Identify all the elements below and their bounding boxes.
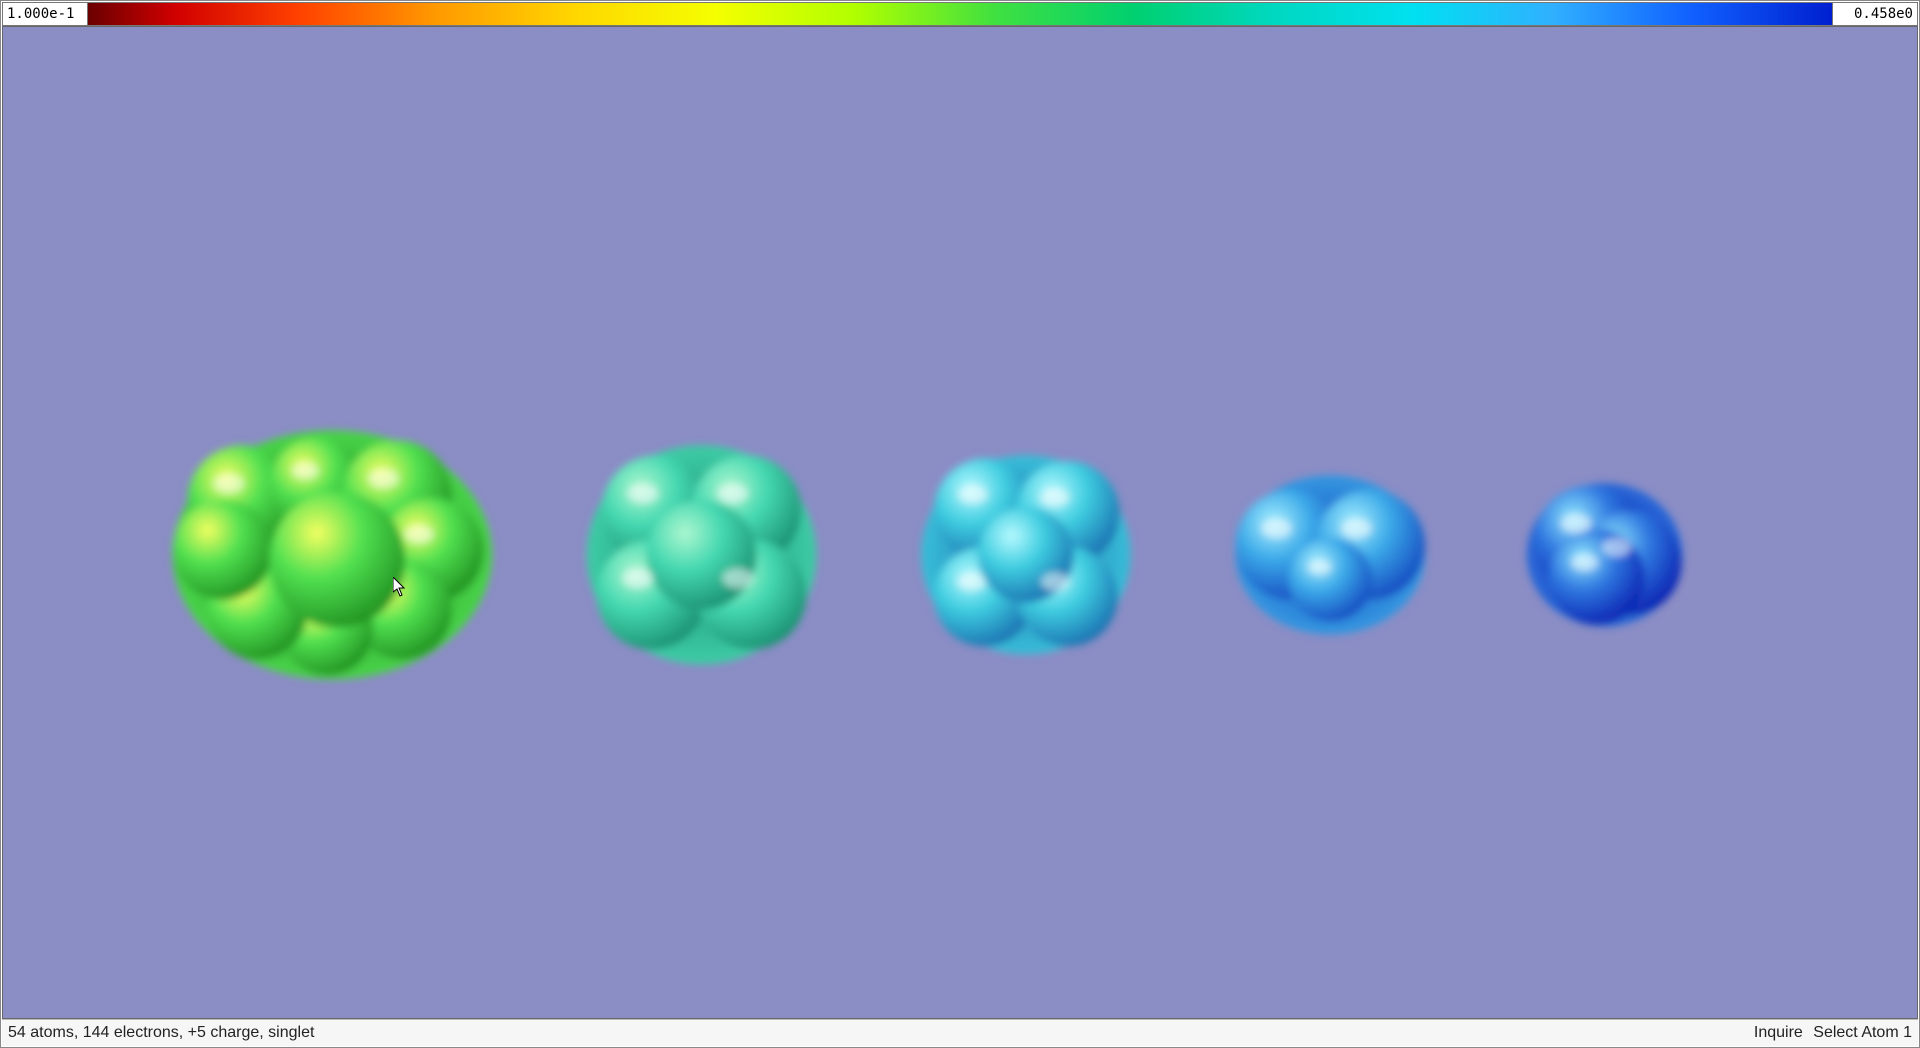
scale-max-input[interactable] — [1832, 2, 1918, 26]
color-gradient[interactable] — [88, 2, 1832, 26]
status-hint: Select Atom 1 — [1813, 1024, 1912, 1041]
surface-5[interactable] — [1527, 483, 1683, 626]
surface-1[interactable] — [173, 430, 492, 679]
status-mode: Inquire — [1754, 1024, 1803, 1041]
app-window: 54 atoms, 144 electrons, +5 charge, sing… — [0, 0, 1920, 1048]
surface-2[interactable] — [587, 445, 817, 664]
scale-min-input[interactable] — [2, 2, 88, 26]
color-scale-bar — [2, 2, 1918, 26]
surface-3[interactable] — [921, 455, 1131, 654]
status-right: Inquire Select Atom 1 — [1748, 1024, 1912, 1042]
surface-4[interactable] — [1235, 475, 1425, 634]
status-bar: 54 atoms, 144 electrons, +5 charge, sing… — [2, 1019, 1918, 1046]
viewport-3d[interactable] — [2, 26, 1918, 1019]
status-left: 54 atoms, 144 electrons, +5 charge, sing… — [8, 1024, 314, 1042]
molecule-canvas[interactable] — [3, 27, 1917, 1018]
